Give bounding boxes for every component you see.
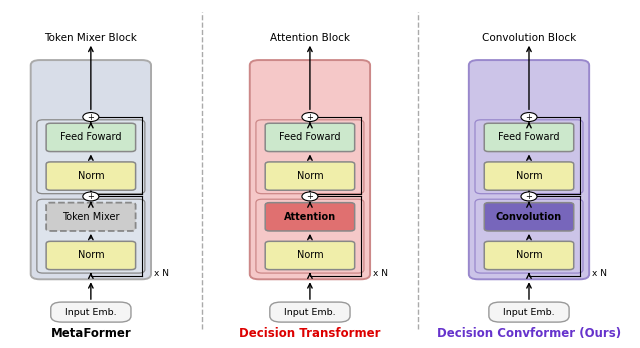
Text: Attention Block: Attention Block [270, 33, 350, 43]
Text: Feed Foward: Feed Foward [499, 132, 560, 142]
Text: +: + [525, 112, 532, 121]
Text: Convolution Block: Convolution Block [482, 33, 576, 43]
Text: Input Emb.: Input Emb. [284, 308, 336, 317]
Text: Token Mixer: Token Mixer [62, 212, 120, 222]
FancyBboxPatch shape [46, 123, 136, 152]
FancyBboxPatch shape [256, 199, 364, 273]
Text: x N: x N [373, 269, 388, 278]
Text: MetaFormer: MetaFormer [51, 327, 131, 340]
FancyBboxPatch shape [475, 120, 583, 194]
FancyBboxPatch shape [270, 302, 350, 322]
FancyBboxPatch shape [484, 123, 573, 152]
Text: +: + [525, 192, 532, 201]
Text: x N: x N [592, 269, 607, 278]
Text: Norm: Norm [77, 171, 104, 181]
FancyBboxPatch shape [46, 203, 136, 231]
Text: Feed Foward: Feed Foward [279, 132, 340, 142]
Text: Convolution: Convolution [496, 212, 562, 222]
FancyBboxPatch shape [265, 123, 355, 152]
FancyBboxPatch shape [250, 60, 370, 279]
FancyBboxPatch shape [31, 60, 151, 279]
Text: +: + [88, 112, 94, 121]
Text: Norm: Norm [516, 171, 542, 181]
Text: Norm: Norm [516, 251, 542, 260]
Text: Token Mixer Block: Token Mixer Block [44, 33, 138, 43]
FancyBboxPatch shape [484, 241, 573, 270]
Circle shape [83, 192, 99, 201]
FancyBboxPatch shape [265, 241, 355, 270]
FancyBboxPatch shape [265, 162, 355, 190]
FancyBboxPatch shape [37, 199, 145, 273]
FancyBboxPatch shape [37, 120, 145, 194]
Circle shape [302, 112, 318, 121]
FancyBboxPatch shape [484, 162, 573, 190]
FancyBboxPatch shape [489, 302, 569, 322]
Text: Decision Transformer: Decision Transformer [239, 327, 381, 340]
Text: Input Emb.: Input Emb. [503, 308, 555, 317]
FancyBboxPatch shape [265, 203, 355, 231]
FancyBboxPatch shape [256, 120, 364, 194]
Text: Norm: Norm [296, 251, 323, 260]
FancyBboxPatch shape [46, 162, 136, 190]
Circle shape [521, 192, 537, 201]
FancyBboxPatch shape [469, 60, 589, 279]
Text: Decision Convformer (Ours): Decision Convformer (Ours) [437, 327, 621, 340]
Text: Input Emb.: Input Emb. [65, 308, 116, 317]
Text: Attention: Attention [284, 212, 336, 222]
Text: x N: x N [154, 269, 169, 278]
Text: +: + [307, 112, 314, 121]
Text: +: + [307, 192, 314, 201]
FancyBboxPatch shape [46, 241, 136, 270]
FancyBboxPatch shape [51, 302, 131, 322]
Circle shape [521, 112, 537, 121]
Circle shape [83, 112, 99, 121]
Text: +: + [88, 192, 94, 201]
Text: Norm: Norm [77, 251, 104, 260]
FancyBboxPatch shape [475, 199, 583, 273]
Text: Feed Foward: Feed Foward [60, 132, 122, 142]
Text: Norm: Norm [296, 171, 323, 181]
FancyBboxPatch shape [484, 203, 573, 231]
Circle shape [302, 192, 318, 201]
